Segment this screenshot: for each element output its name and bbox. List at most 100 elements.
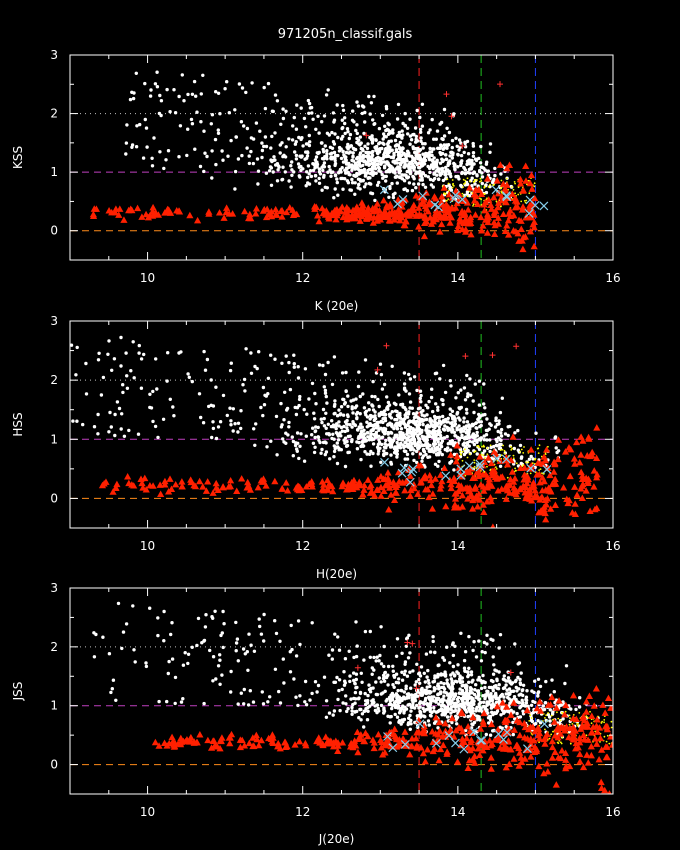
galaxy-point (273, 667, 278, 671)
x-tick-label: 16 (605, 271, 620, 285)
yellow-point (515, 469, 517, 472)
star-marker (130, 482, 138, 489)
x-tick-label: 12 (295, 539, 310, 553)
galaxy-point (348, 434, 352, 438)
galaxy-point (241, 647, 246, 651)
galaxy-point (239, 120, 244, 124)
galaxy-point (467, 634, 471, 639)
galaxy-point (561, 717, 565, 721)
galaxy-point (355, 100, 359, 104)
yellow-point (472, 181, 475, 183)
star-marker (472, 192, 480, 200)
galaxy-point (153, 424, 158, 429)
yellow-point (525, 199, 528, 202)
galaxy-point (218, 420, 223, 424)
galaxy-point (462, 701, 466, 705)
galaxy-point (368, 655, 372, 659)
galaxy-point (391, 128, 395, 132)
galaxy-point (366, 142, 370, 146)
cross-marker (526, 463, 536, 473)
cross-marker (502, 192, 512, 202)
galaxy-point (156, 616, 160, 620)
y-tick-label: 2 (50, 107, 58, 121)
yellow-point (520, 448, 523, 451)
galaxy-point (471, 434, 475, 438)
galaxy-point (377, 440, 382, 445)
galaxy-point (327, 432, 331, 436)
galaxy-point (359, 707, 363, 712)
yellow-point (589, 710, 591, 713)
galaxy-point (189, 117, 194, 122)
galaxy-point (423, 142, 427, 146)
galaxy-point (469, 160, 474, 164)
yellow-point (447, 198, 450, 201)
galaxy-point (441, 137, 445, 142)
star-marker (124, 473, 132, 480)
galaxy-point (408, 713, 412, 718)
galaxy-point (298, 444, 302, 448)
yellow-point (511, 186, 513, 188)
galaxy-point (391, 669, 395, 673)
galaxy-point (459, 388, 463, 392)
galaxy-point (220, 673, 224, 677)
galaxy-point (402, 672, 407, 677)
galaxy-point (111, 678, 116, 682)
galaxy-point (448, 185, 453, 190)
yellow-point (529, 714, 532, 717)
galaxy-point (284, 431, 288, 435)
galaxy-point (251, 137, 256, 141)
galaxy-point (304, 125, 308, 129)
galaxy-point (475, 174, 479, 178)
galaxy-point (338, 413, 342, 417)
galaxy-point (475, 440, 479, 444)
galaxy-point (322, 165, 327, 169)
galaxy-point (439, 444, 444, 449)
star-marker (437, 481, 445, 489)
galaxy-point (400, 651, 404, 655)
galaxy-point (448, 696, 452, 701)
galaxy-point (377, 449, 381, 453)
galaxy-point (218, 658, 222, 662)
yellow-point (461, 450, 464, 453)
galaxy-point (266, 376, 271, 380)
star-marker (592, 454, 601, 461)
galaxy-point (503, 432, 508, 436)
galaxy-point (258, 129, 262, 133)
galaxy-point (438, 377, 442, 381)
galaxy-point (346, 394, 350, 398)
galaxy-point (413, 147, 418, 151)
galaxy-point (245, 126, 250, 131)
star-marker (262, 482, 270, 489)
galaxy-point (223, 87, 227, 91)
galaxy-point (414, 449, 419, 454)
galaxy-point (348, 674, 352, 678)
star-marker (426, 471, 434, 479)
galaxy-point (323, 155, 327, 159)
galaxy-point (420, 178, 424, 182)
galaxy-point (499, 438, 503, 442)
galaxy-point (457, 148, 461, 152)
star-marker (539, 460, 547, 467)
galaxy-point (436, 697, 440, 701)
star-marker (329, 487, 337, 495)
galaxy-point (294, 441, 298, 445)
galaxy-point (363, 699, 368, 703)
galaxy-point (449, 188, 454, 192)
galaxy-point (385, 697, 389, 702)
galaxy-point (236, 430, 240, 434)
galaxy-point (101, 375, 106, 380)
galaxy-point (457, 691, 462, 695)
galaxy-point (92, 425, 97, 429)
galaxy-point (496, 429, 500, 434)
star-marker (451, 501, 459, 508)
galaxy-point (344, 160, 348, 164)
galaxy-point (471, 154, 476, 158)
star-marker (519, 482, 527, 489)
star-marker (473, 502, 482, 510)
galaxy-point (488, 733, 493, 737)
galaxy-point (485, 708, 489, 712)
galaxy-point (415, 388, 419, 393)
galaxy-point (469, 701, 473, 705)
galaxy-point (432, 429, 437, 433)
